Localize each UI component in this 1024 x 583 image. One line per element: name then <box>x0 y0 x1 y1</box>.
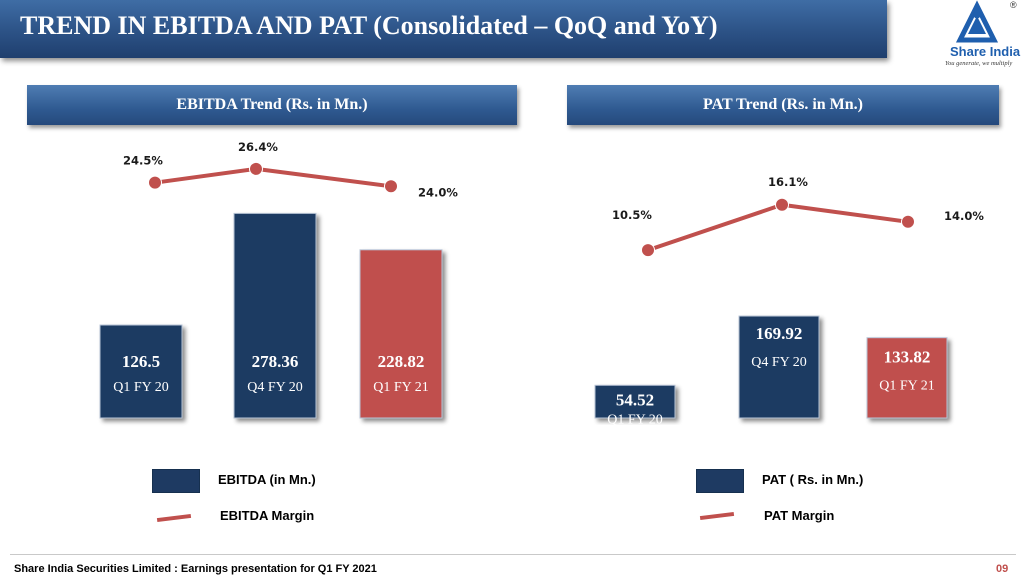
title-banner: TREND IN EBITDA AND PAT (Consolidated – … <box>0 0 887 58</box>
ebitda-legend-swatch <box>152 469 200 493</box>
pat-bar-3-category-label: Q1 FY 21 <box>879 379 935 394</box>
pat-bar-2 <box>738 315 820 419</box>
ebitda-margin-point-1-label: 24.5% <box>123 154 163 168</box>
logo-name: Share India <box>950 44 1021 59</box>
pat-margin-point-3 <box>901 214 915 229</box>
ebitda-bar-3 <box>359 249 443 419</box>
pat-bar-1 <box>594 384 676 419</box>
pat-margin-line <box>647 202 909 253</box>
pat-margin-point-1-label: 10.5% <box>612 208 652 222</box>
ebitda-margin-point-3-label: 24.0% <box>418 185 458 199</box>
pat-bar-3 <box>866 337 948 419</box>
pat-margin-legend-label: PAT Margin <box>764 508 835 523</box>
pat-chart-title: PAT Trend (Rs. in Mn.) <box>567 85 999 125</box>
ebitda-margin-point-2 <box>249 161 263 176</box>
pat-bar-1-category-label: Q1 FY 20 <box>607 412 663 427</box>
ebitda-bar-1-value-label: 126.5 <box>122 352 160 371</box>
footer-divider <box>10 554 1016 555</box>
ebitda-bar-3-category-label: Q1 FY 21 <box>373 380 429 395</box>
ebitda-margin-point-2-label: 26.4% <box>238 140 278 154</box>
pat-bar-1-value-label: 54.52 <box>616 390 654 409</box>
ebitda-margin-point-1 <box>148 175 162 190</box>
pat-margin-point-3-label: 14.0% <box>944 209 984 223</box>
ebitda-bar-2-category-label: Q4 FY 20 <box>247 380 303 395</box>
ebitda-bar-1 <box>99 324 183 419</box>
pat-bar-2-value-label: 169.92 <box>756 324 803 343</box>
page-number: 09 <box>996 563 1009 575</box>
registered-mark: ® <box>1010 0 1017 10</box>
ebitda-margin-point-3 <box>384 179 398 194</box>
ebitda-bar-2-value-label: 278.36 <box>252 352 299 371</box>
share-india-logo-icon <box>955 0 999 43</box>
pat-bar-3-value-label: 133.82 <box>884 348 931 367</box>
ebitda-margin-line <box>154 166 392 189</box>
pat-margin-point-2 <box>775 197 789 212</box>
pat-bar-2-category-label: Q4 FY 20 <box>751 355 807 370</box>
ebitda-margin-legend-label: EBITDA Margin <box>220 508 315 523</box>
footer-text: Share India Securities Limited : Earning… <box>14 563 377 575</box>
logo-tagline: You generate, we multiply <box>945 60 1013 67</box>
pat-legend-label: PAT ( Rs. in Mn.) <box>762 472 864 487</box>
ebitda-bar-3-value-label: 228.82 <box>378 352 425 371</box>
pat-margin-point-1 <box>641 243 655 258</box>
ebitda-bar-1-category-label: Q1 FY 20 <box>113 380 169 395</box>
pat-legend-swatch <box>696 469 744 493</box>
ebitda-bar-2 <box>233 212 317 419</box>
ebitda-chart-title: EBITDA Trend (Rs. in Mn.) <box>27 85 517 125</box>
ebitda-legend-label: EBITDA (in Mn.) <box>218 472 316 487</box>
page-title: TREND IN EBITDA AND PAT (Consolidated – … <box>20 11 718 40</box>
pat-margin-point-2-label: 16.1% <box>768 175 808 189</box>
